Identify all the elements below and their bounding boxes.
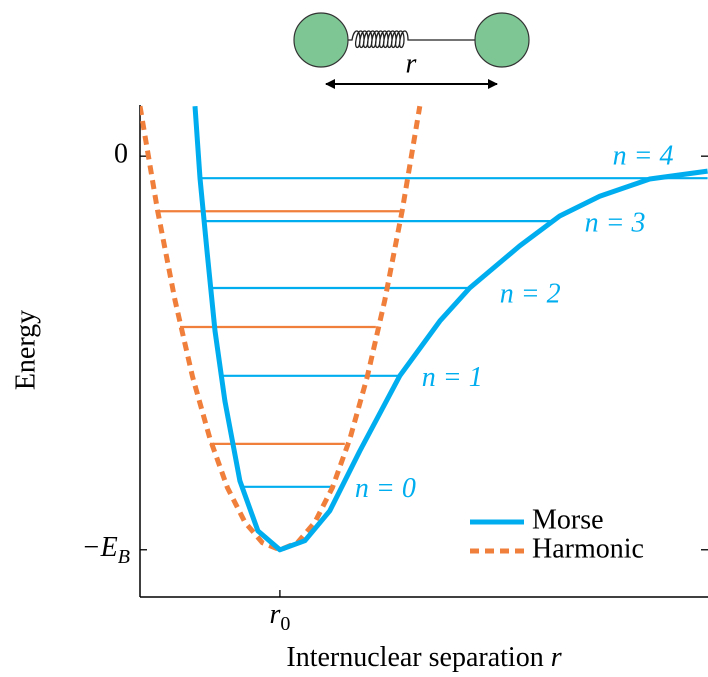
legend-label: Morse xyxy=(532,504,604,535)
level-label: n = 1 xyxy=(422,362,483,393)
x-axis-label-text: Internuclear separation xyxy=(286,642,543,673)
level-label: n = 3 xyxy=(585,208,646,239)
atom xyxy=(474,12,530,68)
legend-label: Harmonic xyxy=(532,533,644,564)
x-tick-label-main: r xyxy=(269,599,280,630)
curve xyxy=(192,106,708,553)
x-axis-label-symbol: r xyxy=(551,642,562,673)
x-axis-label: Internuclear separation r xyxy=(286,642,561,673)
distance-label: r xyxy=(406,48,417,79)
level-label: n = 4 xyxy=(613,141,674,172)
level-label: n = 0 xyxy=(355,473,416,504)
y-tick-label-subscript: B xyxy=(118,545,130,567)
molecule-illustration: r xyxy=(293,12,530,89)
atom xyxy=(293,12,349,68)
plot-content xyxy=(140,105,708,553)
x-tick-label: r0 xyxy=(269,599,290,634)
y-tick-label-main: −E xyxy=(82,532,118,563)
spring xyxy=(346,30,476,49)
y-tick-label: −EB xyxy=(82,532,130,567)
level-label: n = 2 xyxy=(500,278,561,309)
y-tick-label: 0 xyxy=(114,139,128,170)
y-axis-label: Energy xyxy=(10,310,41,390)
x-tick-label-subscript: 0 xyxy=(280,613,290,635)
